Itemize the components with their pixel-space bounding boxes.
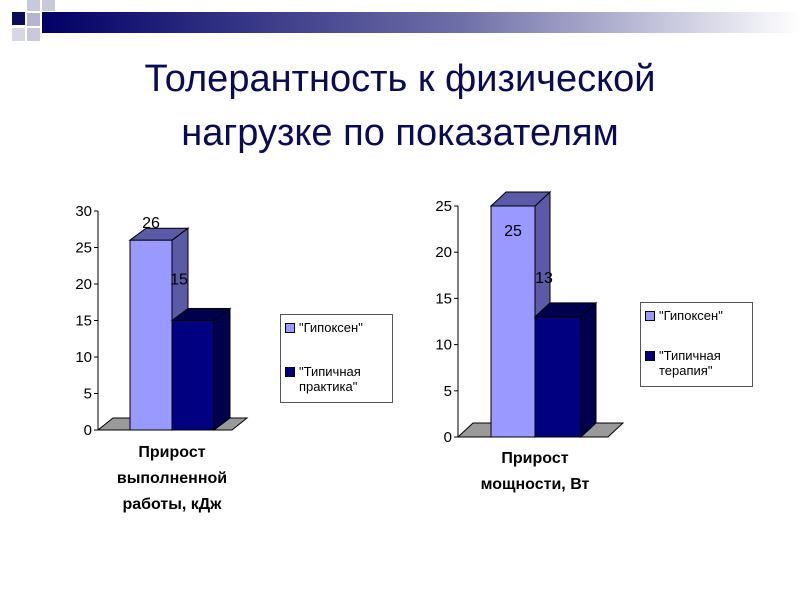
deco-square bbox=[27, 0, 40, 11]
y-tick-label: 5 bbox=[444, 383, 452, 400]
legend-item: "Типичная терапия" bbox=[645, 348, 721, 378]
top-gradient-bar bbox=[12, 0, 800, 41]
y-tick-label: 5 bbox=[84, 386, 92, 403]
bar bbox=[534, 316, 582, 438]
data-label: 15 bbox=[170, 272, 188, 289]
legend-swatch bbox=[285, 323, 295, 333]
y-tick-label: 15 bbox=[435, 290, 452, 307]
bar bbox=[129, 239, 173, 431]
deco-square bbox=[27, 28, 40, 41]
legend-label: "Типичная терапия" bbox=[659, 348, 721, 378]
deco-square bbox=[12, 28, 25, 41]
legend-item: "Гипоксен" bbox=[645, 308, 723, 323]
legend-label: "Гипоксен" bbox=[659, 308, 723, 323]
legend-item: "Типичная практика" bbox=[285, 364, 361, 394]
legend-chart-2: "Гипоксен" "Типичная терапия" bbox=[640, 302, 753, 387]
legend-item: "Гипоксен" bbox=[285, 320, 363, 335]
y-tick-label: 10 bbox=[435, 337, 452, 354]
legend-chart-1: "Гипоксен" "Типичная практика" bbox=[280, 314, 393, 403]
data-label: 25 bbox=[504, 223, 522, 240]
y-tick-label: 20 bbox=[75, 276, 92, 293]
legend-swatch bbox=[645, 351, 655, 361]
data-label: 26 bbox=[142, 215, 160, 232]
legend-swatch bbox=[285, 367, 295, 377]
data-label: 13 bbox=[535, 270, 553, 287]
y-tick-label: 20 bbox=[435, 244, 452, 261]
y-tick-label: 25 bbox=[75, 240, 92, 257]
category-label: Прирост выполненной работы, кДж bbox=[116, 444, 228, 513]
y-tick-label: 0 bbox=[84, 422, 92, 439]
category-label: Прирост мощности, Вт bbox=[480, 450, 590, 493]
y-tick-label: 10 bbox=[75, 349, 92, 366]
deco-square bbox=[12, 12, 25, 25]
y-tick-label: 25 bbox=[435, 198, 452, 215]
legend-label: "Типичная практика" bbox=[299, 364, 361, 394]
y-tick-label: 0 bbox=[444, 429, 452, 446]
slide-title: Толерантность к физической нагрузке по п… bbox=[144, 58, 656, 154]
legend-label: "Гипоксен" bbox=[299, 320, 363, 335]
deco-square bbox=[27, 13, 40, 26]
bar bbox=[171, 320, 215, 431]
bar bbox=[490, 205, 536, 438]
deco-square bbox=[42, 0, 55, 11]
y-tick-label: 30 bbox=[75, 203, 92, 220]
bar-side bbox=[580, 301, 597, 439]
legend-swatch bbox=[645, 311, 655, 321]
y-tick-label: 15 bbox=[75, 313, 92, 330]
